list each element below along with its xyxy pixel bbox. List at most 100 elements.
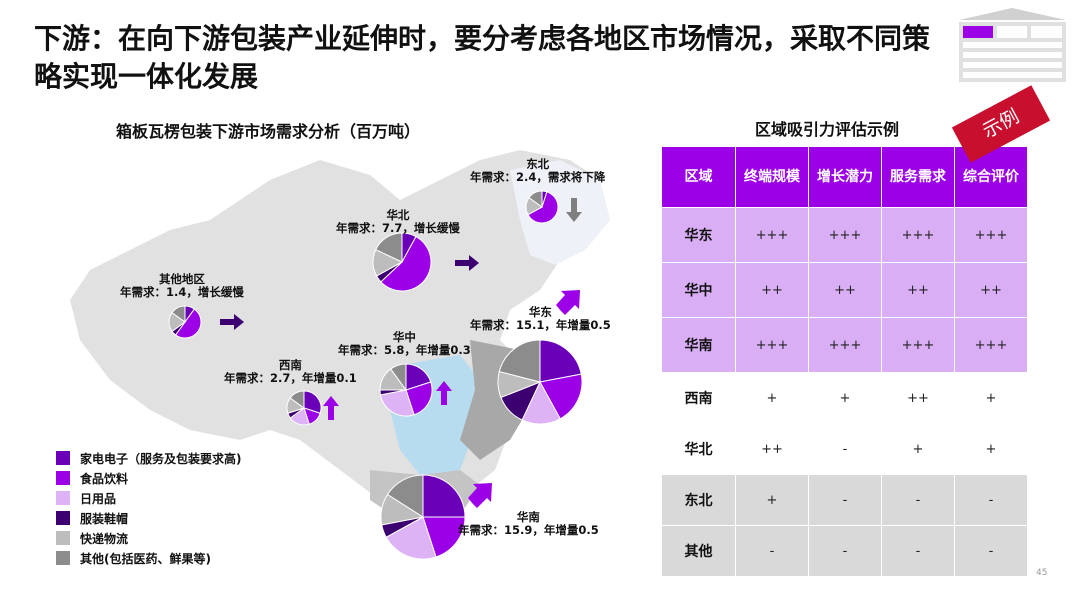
table-row: 华中 ++ ++ ++ ++: [661, 262, 1028, 318]
trend-arrow-icon: [220, 314, 244, 330]
legend-label: 快递物流: [80, 531, 129, 546]
trend-arrow-icon: [556, 290, 580, 315]
label-huazhong-desc: 年需求：5.8，年增量0.3: [338, 343, 471, 357]
legend-swatch: [56, 511, 70, 525]
pie-slice: [375, 232, 403, 263]
legend-swatch: [56, 451, 70, 465]
map-northeast: [510, 160, 610, 265]
evaluation-table: 区域 终端规模 增长潜力 服务需求 综合评价 华东 +++ +++ +++ +++ 华中 +…: [661, 146, 1028, 577]
label-xinan-name: 西南: [278, 358, 302, 372]
header-growth: 增长潜力: [808, 146, 882, 208]
table-cell: ++: [881, 262, 955, 318]
label-other: 其他地区 年需求：1.4，增长缓慢: [120, 273, 244, 299]
arrow-shape: [220, 314, 244, 330]
table-cell-region: 华中: [661, 262, 736, 318]
table-cell-region: 西南: [661, 372, 736, 424]
trend-arrow-icon: [468, 483, 492, 508]
legend-label: 家电电子（服务及包装要求高): [80, 451, 242, 466]
label-dongbei-desc: 年需求：2.4，需求将下降: [470, 170, 606, 184]
table-cell: +++: [735, 317, 809, 373]
table-cell: +: [954, 423, 1028, 475]
label-huazhong: 华中 年需求：5.8，年增量0.3: [338, 331, 471, 357]
logo-icon: [959, 8, 1066, 82]
pie-slice: [174, 308, 202, 339]
legend-swatch: [56, 471, 70, 485]
label-huanan: 华南 年需求：15.9，年增量0.5: [458, 511, 599, 537]
header-scale: 终端规模: [735, 146, 809, 208]
trend-arrow-icon: [323, 396, 339, 420]
table-row: 华东 +++ +++ +++ +++: [661, 207, 1028, 263]
trend-arrow-icon: [436, 381, 452, 405]
table-cell: +++: [954, 317, 1028, 373]
table-cell: +: [735, 372, 809, 424]
table-cell: +++: [735, 207, 809, 263]
table-cell: +++: [881, 317, 955, 373]
label-huanan-desc: 年需求：15.9，年增量0.5: [458, 523, 599, 537]
table-cell: -: [735, 525, 809, 577]
trend-arrow-icon: [566, 198, 582, 222]
table-cell-region: 华北: [661, 423, 736, 475]
legend-swatch: [56, 491, 70, 505]
pie-slice: [171, 305, 186, 323]
label-other-desc: 年需求：1.4，增长缓慢: [120, 285, 244, 299]
table-cell: ++: [735, 262, 809, 318]
pie-huazhong: [379, 363, 433, 417]
arrow-shape: [556, 290, 580, 315]
label-xinan-desc: 年需求：2.7，年增量0.1: [224, 371, 357, 385]
label-huadong-desc: 年需求：15.1，年增量0.5: [470, 318, 611, 332]
pie-huadong: [497, 339, 583, 425]
arrow-shape: [323, 396, 339, 420]
table-cell: -: [881, 474, 955, 526]
page-number: 45: [1036, 568, 1048, 578]
table-row: 华北 ++ - + +: [661, 423, 1028, 475]
table-header-row: 区域 终端规模 增长潜力 服务需求 综合评价: [661, 146, 1028, 208]
legend-item: 日用品: [56, 488, 242, 508]
label-xinan: 西南 年需求：2.7，年增量0.1: [224, 359, 357, 385]
pie-slice: [498, 339, 541, 383]
table-cell: -: [881, 525, 955, 577]
table-row: 西南 + + ++ +: [661, 372, 1028, 424]
pie-xinan: [286, 390, 322, 426]
arrow-shape: [566, 198, 582, 222]
label-huadong-name: 华东: [528, 305, 552, 319]
header-overall: 综合评价: [954, 146, 1028, 208]
label-other-name: 其他地区: [158, 272, 205, 286]
table-cell: -: [808, 423, 882, 475]
table-cell: +++: [954, 207, 1028, 263]
label-huazhong-name: 华中: [392, 330, 416, 344]
table-cell: ++: [735, 423, 809, 475]
arrow-shape: [468, 483, 492, 508]
arrow-shape: [436, 381, 452, 405]
legend-item: 食品饮料: [56, 468, 242, 488]
table-cell: ++: [881, 372, 955, 424]
table-row: 华南 +++ +++ +++ +++: [661, 317, 1028, 373]
pie-slice: [422, 474, 466, 518]
pie-dongbei: [525, 190, 559, 224]
table-cell: ++: [808, 262, 882, 318]
pie-slice: [390, 363, 407, 392]
table-cell-region: 其他: [661, 525, 736, 577]
pie-slice: [527, 191, 559, 224]
legend-label: 日用品: [80, 491, 117, 506]
pie-slice: [422, 516, 466, 558]
table-row: 东北 + - - -: [661, 474, 1028, 526]
pie-slice: [379, 389, 415, 417]
pie-slice: [405, 381, 433, 416]
map-subtitle: 箱板瓦楞包装下游市场需求分析（百万吨）: [116, 122, 421, 141]
table-body: 华东 +++ +++ +++ +++ 华中 ++ ++ ++ ++ 华南 +++ +++ +++ +++ 西南…: [661, 207, 1028, 577]
pie-huabei: [372, 232, 432, 292]
pie-slice: [303, 390, 322, 414]
legend-label: 食品饮料: [80, 471, 129, 486]
table-cell-region: 华东: [661, 207, 736, 263]
table-cell: +: [881, 423, 955, 475]
table-cell: +++: [881, 207, 955, 263]
pie-other: [168, 305, 202, 339]
pie-slice: [380, 235, 432, 292]
label-dongbei: 东北 年需求：2.4，需求将下降: [470, 158, 605, 184]
pie-slice: [539, 373, 583, 420]
arrow-shape: [455, 255, 479, 271]
table-row: 其他 - - - -: [661, 525, 1028, 577]
legend-label: 服装鞋帽: [80, 511, 129, 526]
table-cell-region: 华南: [661, 317, 736, 373]
